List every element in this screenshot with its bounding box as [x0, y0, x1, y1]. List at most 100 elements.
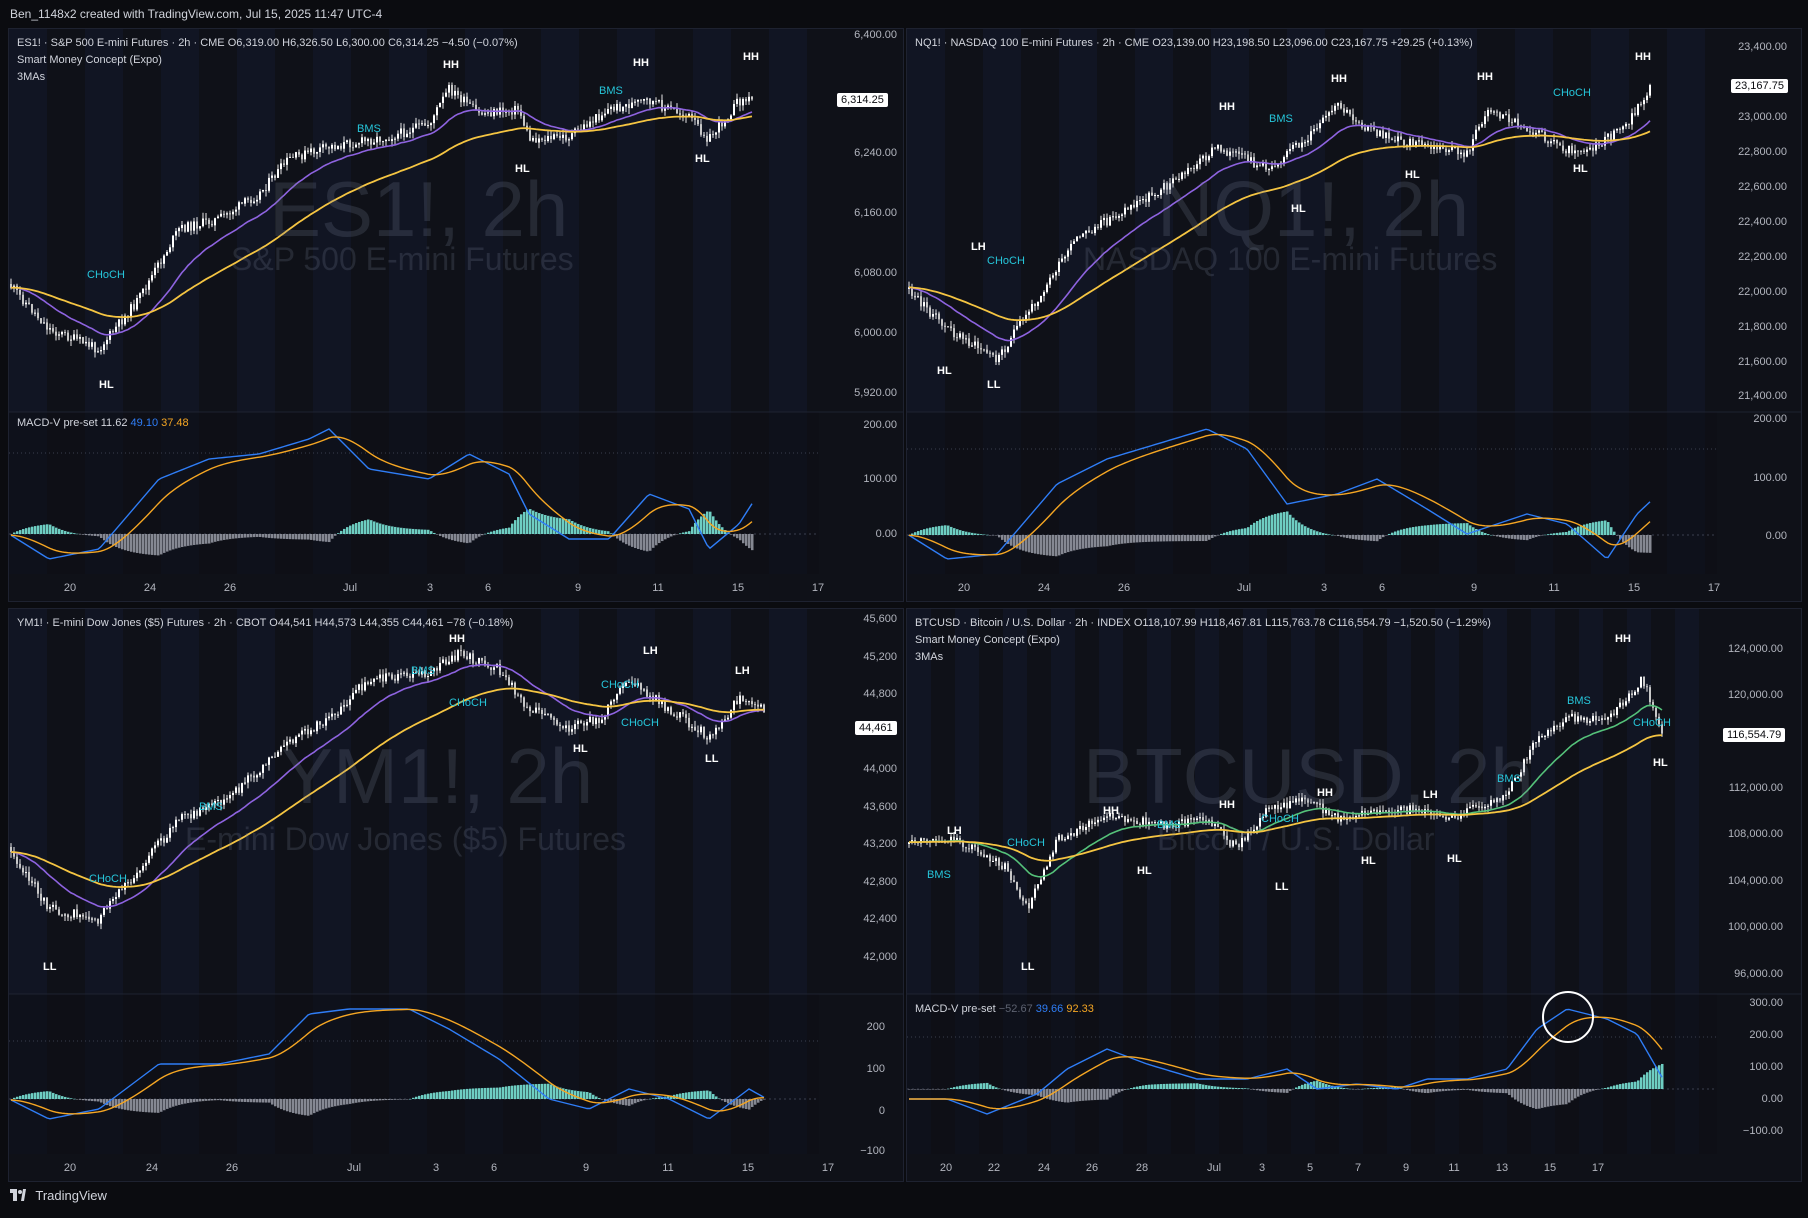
- candle-body: [169, 827, 171, 838]
- candle-body: [40, 318, 42, 324]
- macd-histogram-bar: [1115, 1089, 1118, 1094]
- candle-body: [1232, 840, 1234, 847]
- ma-slow-line: [10, 687, 765, 888]
- macd-histogram-bar: [980, 1083, 983, 1089]
- macd-histogram-bar: [1406, 528, 1409, 535]
- macd-histogram-bar: [1547, 1089, 1550, 1107]
- macd-histogram-bar: [430, 531, 433, 534]
- macd-histogram-bar: [445, 1091, 448, 1099]
- macd-histogram-bar: [1517, 1089, 1520, 1102]
- es-indicator-smc[interactable]: Smart Money Concept (Expo): [17, 54, 162, 66]
- macd-histogram-bar: [505, 1086, 508, 1099]
- macd-histogram-bar: [661, 534, 664, 542]
- candle-body: [1631, 113, 1633, 125]
- btc-chart-pane[interactable]: BTCUSD, 2h Bitcoin / U.S. Dollar BTCUSD …: [906, 608, 1802, 1182]
- nq-chart-pane[interactable]: NQ1!, 2h NASDAQ 100 E-mini Futures NQ1! …: [906, 28, 1802, 602]
- ym-symbol[interactable]: YM1! · E-mini Dow Jones ($5) Futures · 2…: [17, 617, 267, 629]
- macd-histogram-bar: [1034, 1089, 1037, 1096]
- macd-histogram-bar: [1421, 525, 1424, 535]
- candle-body: [358, 143, 360, 145]
- nq-close: C23,167.75: [1330, 37, 1388, 49]
- es-tag-hh: HH: [443, 59, 459, 71]
- btc-macd-axis-label: 200.00: [1749, 1029, 1783, 1041]
- macd-histogram-bar: [1253, 1089, 1256, 1090]
- candle-body: [280, 746, 282, 752]
- nq-price-label: 22,400.00: [1738, 216, 1787, 228]
- candle-body: [1061, 835, 1063, 841]
- macd-histogram-bar: [1073, 535, 1076, 551]
- candle-body: [742, 98, 744, 106]
- es-chart-pane[interactable]: ES1!, 2h S&P 500 E-mini Futures ES1! · S…: [8, 28, 904, 602]
- macd-histogram-bar: [688, 1092, 691, 1099]
- btc-macd-axis-label: 100.00: [1749, 1061, 1783, 1073]
- macd-histogram-bar: [151, 1099, 154, 1113]
- candle-body: [1553, 725, 1555, 732]
- ym-close: C44,461: [402, 617, 444, 629]
- macd-histogram-bar: [214, 1099, 217, 1101]
- candle-body: [1535, 742, 1537, 744]
- btc-macd-legend[interactable]: MACD-V pre-set −52.67 39.66 92.33: [915, 1003, 1094, 1015]
- macd-histogram-bar: [415, 1096, 418, 1099]
- macd-histogram-bar: [286, 1099, 289, 1112]
- btc-indicator-3mas[interactable]: 3MAs: [915, 651, 944, 663]
- candle-body: [1223, 829, 1225, 836]
- candle-body: [1061, 258, 1063, 262]
- macd-histogram-bar: [1454, 1089, 1457, 1091]
- candle-body: [1634, 113, 1636, 115]
- macd-histogram-bar: [295, 1099, 298, 1114]
- btc-macd-axis-label: 0.00: [1761, 1093, 1783, 1105]
- candle-body: [469, 102, 471, 104]
- macd-histogram-bar: [199, 1099, 202, 1102]
- candle-body: [1550, 730, 1552, 732]
- macd-histogram-bar: [1628, 1082, 1631, 1089]
- es-symbol[interactable]: ES1! · S&P 500 E-mini Futures · 2h · CME: [17, 37, 225, 49]
- candle-body: [1112, 813, 1114, 819]
- ym-time-label: 17: [821, 1162, 835, 1174]
- macd-histogram-bar: [1166, 535, 1169, 542]
- candle-body: [559, 135, 561, 138]
- es-indicator-3mas[interactable]: 3MAs: [17, 71, 46, 83]
- candle-body: [196, 810, 198, 816]
- candle-body: [310, 730, 312, 735]
- macd-histogram-bar: [1100, 535, 1103, 547]
- macd-histogram-bar: [1160, 1084, 1163, 1089]
- macd-histogram-bar: [1307, 1082, 1310, 1089]
- btc-indicator-smc[interactable]: Smart Money Concept (Expo): [915, 634, 1060, 646]
- ym-chart-pane[interactable]: YM1!, 2h E-mini Dow Jones ($5) Futures Y…: [8, 608, 904, 1182]
- candle-body: [616, 693, 618, 700]
- macd-histogram-bar: [1499, 1089, 1502, 1093]
- macd-histogram-bar: [1322, 533, 1325, 535]
- ma-slow-line: [908, 130, 1651, 322]
- macd-histogram-bar: [1211, 535, 1214, 538]
- nq-symbol[interactable]: NQ1! · NASDAQ 100 E-mini Futures · 2h · …: [915, 37, 1150, 49]
- candle-body: [1601, 718, 1603, 720]
- tradingview-footer[interactable]: TradingView: [10, 1188, 107, 1203]
- candle-body: [1115, 216, 1117, 218]
- candle-body: [76, 909, 78, 918]
- candle-body: [541, 138, 543, 140]
- candle-body: [1157, 822, 1159, 824]
- macd-histogram-bar: [262, 534, 265, 538]
- candle-body: [1319, 123, 1321, 129]
- candle-body: [289, 739, 291, 742]
- macd-histogram-bar: [418, 1095, 421, 1099]
- macd-histogram-bar: [1088, 1089, 1091, 1101]
- btc-symbol[interactable]: BTCUSD · Bitcoin / U.S. Dollar · 2h · IN…: [915, 617, 1131, 629]
- candle-body: [1373, 809, 1375, 811]
- macd-histogram-bar: [304, 1099, 307, 1116]
- macd-histogram-bar: [184, 534, 187, 547]
- candle-body: [472, 103, 474, 105]
- macd-histogram-bar: [1244, 1088, 1247, 1089]
- candle-body: [1580, 716, 1582, 720]
- candle-body: [1208, 156, 1210, 161]
- ma-fast-line: [10, 663, 765, 908]
- macd-histogram-bar: [643, 1099, 646, 1101]
- candle-body: [995, 858, 997, 861]
- es-macd-legend[interactable]: MACD-V pre-set 11.62 49.10 37.48: [17, 417, 189, 429]
- btc-price-label: 108,000.00: [1727, 828, 1783, 840]
- candle-body: [61, 331, 63, 335]
- candle-body: [595, 718, 597, 725]
- candle-body: [562, 725, 564, 729]
- candle-body: [505, 675, 507, 678]
- candle-body: [1046, 284, 1048, 293]
